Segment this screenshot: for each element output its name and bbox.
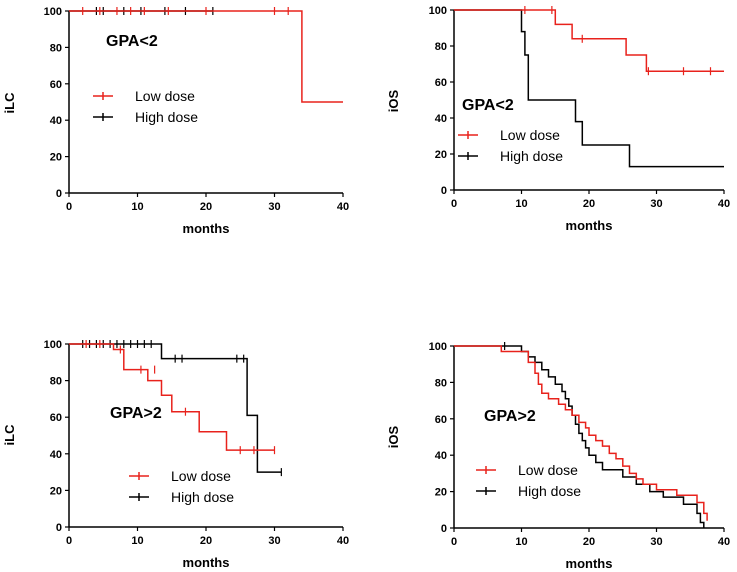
y-tick-label: 100 [44, 339, 62, 351]
y-tick-label: 0 [56, 188, 62, 200]
km-panel-3: 0 10 20 30 40 0 20 40 60 80 100 months iLC GPA>2 Low d… [2, 339, 349, 570]
x-tick-label: 40 [718, 198, 730, 210]
x-axis-title: months [566, 218, 613, 233]
y-axis-title: iLC [2, 92, 17, 114]
x-tick-label: 10 [515, 198, 527, 210]
km-panel-2: 0 10 20 30 40 0 20 40 60 80 100 months iOS GPA<2 Low d… [386, 5, 730, 233]
x-tick-label: 40 [718, 536, 730, 548]
group-annotation: GPA<2 [462, 97, 514, 114]
y-tick-label: 60 [50, 412, 62, 424]
x-tick-label: 0 [451, 198, 457, 210]
x-tick-label: 0 [66, 201, 72, 213]
y-tick-label: 40 [50, 449, 62, 461]
legend-label-high-dose: High dose [518, 483, 581, 499]
x-tick-label: 30 [650, 198, 662, 210]
km-panel-4: 0 10 20 30 40 0 20 40 60 80 100 months iOS GPA>2 Low d… [386, 341, 730, 571]
y-tick-label: 80 [50, 376, 62, 388]
group-annotation: GPA>2 [484, 408, 536, 425]
y-tick-label: 40 [50, 115, 62, 127]
y-tick-label: 20 [435, 149, 447, 161]
group-annotation: GPA>2 [110, 405, 162, 422]
x-tick-label: 30 [268, 535, 280, 547]
y-axis-title: iOS [386, 425, 401, 448]
low-dose-curve [454, 9, 724, 72]
x-tick-label: 30 [268, 201, 280, 213]
low-dose-curve [454, 345, 708, 521]
y-tick-label: 60 [435, 77, 447, 89]
y-tick-label: 80 [50, 42, 62, 54]
x-axis-title: months [183, 555, 230, 570]
legend-label-high-dose: High dose [135, 109, 198, 125]
legend-label-low-dose: Low dose [171, 468, 231, 484]
x-axis-title: months [183, 221, 230, 236]
x-tick-label: 10 [515, 536, 527, 548]
y-tick-label: 20 [50, 485, 62, 497]
x-axis-title: months [566, 556, 613, 571]
x-tick-label: 20 [583, 536, 595, 548]
y-tick-label: 60 [435, 414, 447, 426]
low-dose-curve [69, 10, 343, 103]
y-tick-label: 20 [435, 487, 447, 499]
x-tick-label: 0 [451, 536, 457, 548]
high-dose-curve [454, 9, 724, 168]
y-tick-label: 0 [56, 522, 62, 534]
y-axis-title: iLC [2, 424, 17, 446]
high-dose-curve [69, 343, 282, 473]
x-tick-label: 0 [66, 535, 72, 547]
y-tick-label: 100 [429, 341, 447, 353]
x-tick-label: 40 [337, 201, 349, 213]
x-tick-label: 10 [131, 201, 143, 213]
x-tick-label: 30 [650, 536, 662, 548]
legend-label-high-dose: High dose [171, 489, 234, 505]
x-tick-label: 40 [337, 535, 349, 547]
y-tick-label: 40 [435, 113, 447, 125]
group-annotation: GPA<2 [106, 33, 158, 50]
x-tick-label: 20 [200, 201, 212, 213]
legend-label-low-dose: Low dose [518, 462, 578, 478]
x-tick-label: 20 [583, 198, 595, 210]
legend-label-high-dose: High dose [500, 148, 563, 164]
x-tick-label: 10 [131, 535, 143, 547]
high-dose-curve [454, 345, 705, 528]
km-panel-1: 0 10 20 30 40 0 20 40 60 80 100 months iLC GPA<2 Low d… [2, 6, 349, 236]
y-tick-label: 0 [441, 523, 447, 535]
y-tick-label: 40 [435, 450, 447, 462]
y-tick-label: 80 [435, 41, 447, 53]
x-tick-label: 20 [200, 535, 212, 547]
y-tick-label: 60 [50, 79, 62, 91]
legend-label-low-dose: Low dose [135, 88, 195, 104]
y-tick-label: 100 [429, 5, 447, 17]
y-tick-label: 20 [50, 152, 62, 164]
low-dose-curve [69, 343, 275, 451]
y-tick-label: 100 [44, 6, 62, 18]
y-axis-title: iOS [386, 89, 401, 112]
y-tick-label: 0 [441, 185, 447, 197]
y-tick-label: 80 [435, 377, 447, 389]
legend-label-low-dose: Low dose [500, 127, 560, 143]
